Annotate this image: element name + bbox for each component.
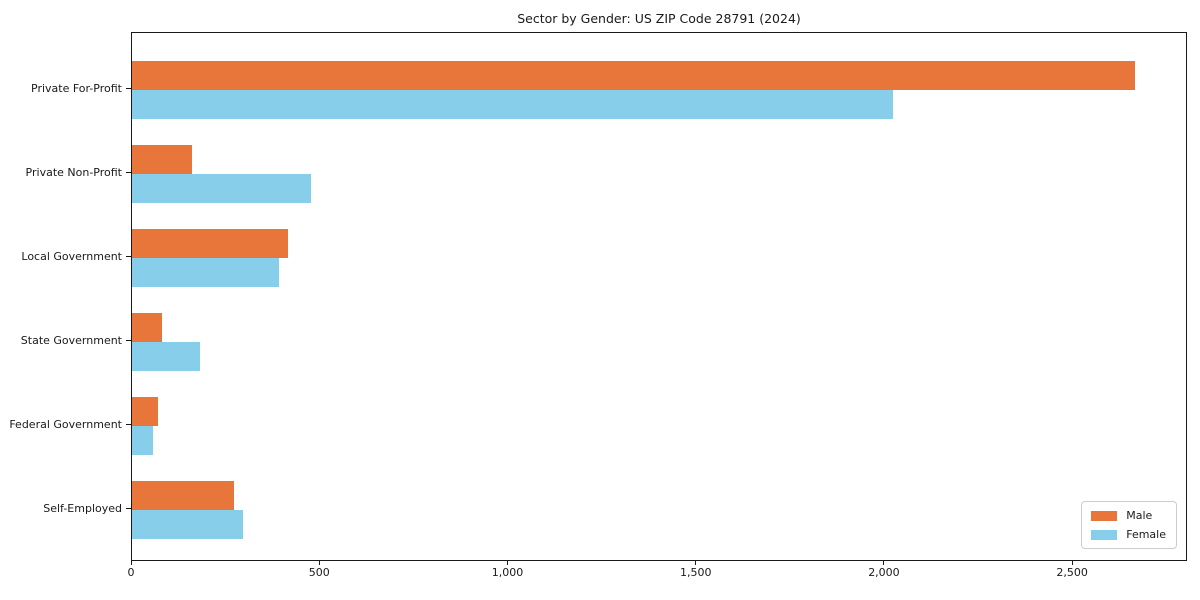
bar-male-2	[132, 144, 193, 174]
bar-female-4	[132, 341, 200, 371]
x-tick-label-6: 2,500	[1056, 566, 1088, 579]
x-tick-mark	[883, 561, 885, 565]
y-tick-label-4: State Government	[20, 334, 122, 347]
x-tick-label-4: 1,500	[679, 566, 712, 579]
y-tick-label-1: Private For-Profit	[31, 82, 122, 95]
y-tick-label-3: Local Government	[21, 250, 122, 263]
y-tick-mark	[126, 340, 131, 341]
chart-title: Sector by Gender: US ZIP Code 28791 (202…	[517, 11, 801, 26]
x-tick-label-1: 0	[127, 566, 135, 579]
y-tick-label-2: Private Non-Profit	[25, 166, 122, 179]
y-tick-mark	[126, 172, 131, 173]
y-tick-label-6: Self-Employed	[43, 502, 122, 515]
plot-area: Male Female	[131, 32, 1187, 561]
legend-label-female: Female	[1126, 528, 1166, 541]
x-tick-label-5: 2,000	[868, 566, 900, 579]
legend-entry-female: Female	[1091, 528, 1166, 541]
bar-male-1	[132, 60, 1136, 90]
bar-male-3	[132, 228, 289, 258]
x-tick-mark	[318, 561, 320, 565]
x-tick-label-2: 500	[308, 566, 330, 579]
y-tick-mark	[126, 256, 131, 257]
bar-female-1	[132, 89, 893, 119]
x-tick-mark	[695, 561, 697, 565]
legend-swatch-female-icon	[1091, 529, 1118, 540]
y-tick-mark	[126, 508, 131, 509]
bar-male-6	[132, 480, 234, 510]
bar-male-5	[132, 396, 159, 426]
bar-female-6	[132, 509, 244, 539]
x-tick-mark	[506, 561, 508, 565]
legend-label-male: Male	[1126, 509, 1153, 522]
x-tick-mark	[1071, 561, 1073, 565]
bar-male-4	[132, 312, 163, 342]
bar-female-2	[132, 173, 311, 203]
legend-swatch-male-icon	[1091, 510, 1118, 521]
legend-entry-male: Male	[1091, 509, 1166, 522]
x-tick-label-3: 1,000	[491, 566, 524, 579]
bar-female-5	[132, 425, 153, 455]
x-tick-mark	[130, 561, 132, 565]
y-tick-mark	[126, 424, 131, 425]
y-tick-mark	[126, 88, 131, 89]
legend: Male Female	[1081, 501, 1177, 549]
y-tick-label-5: Federal Government	[9, 418, 122, 431]
bar-female-3	[132, 257, 279, 287]
